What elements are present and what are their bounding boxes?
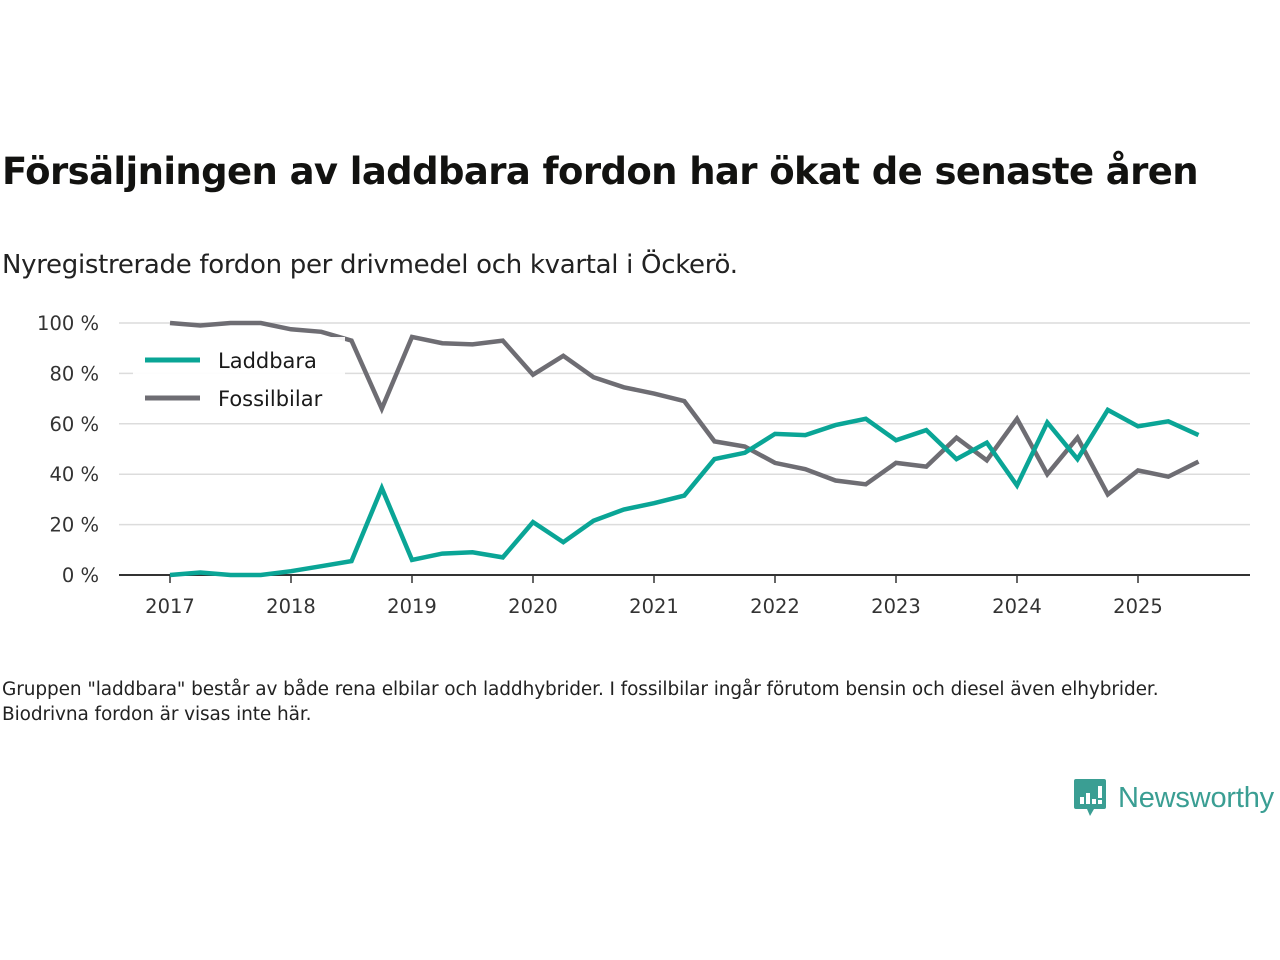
x-tick-label: 2019 — [387, 595, 437, 618]
x-tick-label: 2020 — [508, 595, 558, 618]
newsworthy-chart-bubble-icon — [1074, 779, 1106, 816]
x-tick-label: 2024 — [992, 595, 1042, 618]
x-tick-label: 2018 — [266, 595, 316, 618]
legend-label-laddbara: Laddbara — [218, 349, 317, 373]
y-tick-label: 80 % — [49, 362, 99, 385]
legend-background — [133, 337, 345, 422]
y-tick-label: 100 % — [37, 312, 99, 335]
logo-text: Newsworthy — [1118, 781, 1274, 814]
chart-title: Försäljningen av laddbara fordon har öka… — [2, 150, 1199, 193]
x-axis: 2017 2018 2019 2020 2021 2022 2023 2024 2025 — [119, 574, 1250, 618]
y-tick-label: 0 % — [62, 564, 99, 587]
x-tick-label: 2017 — [145, 595, 195, 618]
x-tick-label: 2021 — [629, 595, 679, 618]
legend: Laddbara Fossilbilar — [133, 337, 345, 422]
y-tick-label: 40 % — [49, 463, 99, 486]
x-tick-label: 2022 — [750, 595, 800, 618]
y-tick-label: 60 % — [49, 413, 99, 436]
legend-label-fossilbilar: Fossilbilar — [218, 387, 323, 411]
newsworthy-logo: Newsworthy — [1073, 778, 1274, 818]
y-tick-label: 20 % — [49, 514, 99, 537]
line-chart: 0 % 20 % 40 % 60 % 80 % 100 % 2017 2018 2019 202… — [37, 312, 1250, 618]
footnote: Gruppen "laddbara" består av både rena e… — [2, 679, 1159, 725]
x-tick-label: 2023 — [871, 595, 921, 618]
x-tick-label: 2025 — [1113, 595, 1163, 618]
y-axis: 0 % 20 % 40 % 60 % 80 % 100 % — [37, 312, 99, 587]
series-line-laddbara — [169, 406, 1200, 578]
chart-subtitle: Nyregistrerade fordon per drivmedel och … — [2, 250, 738, 280]
